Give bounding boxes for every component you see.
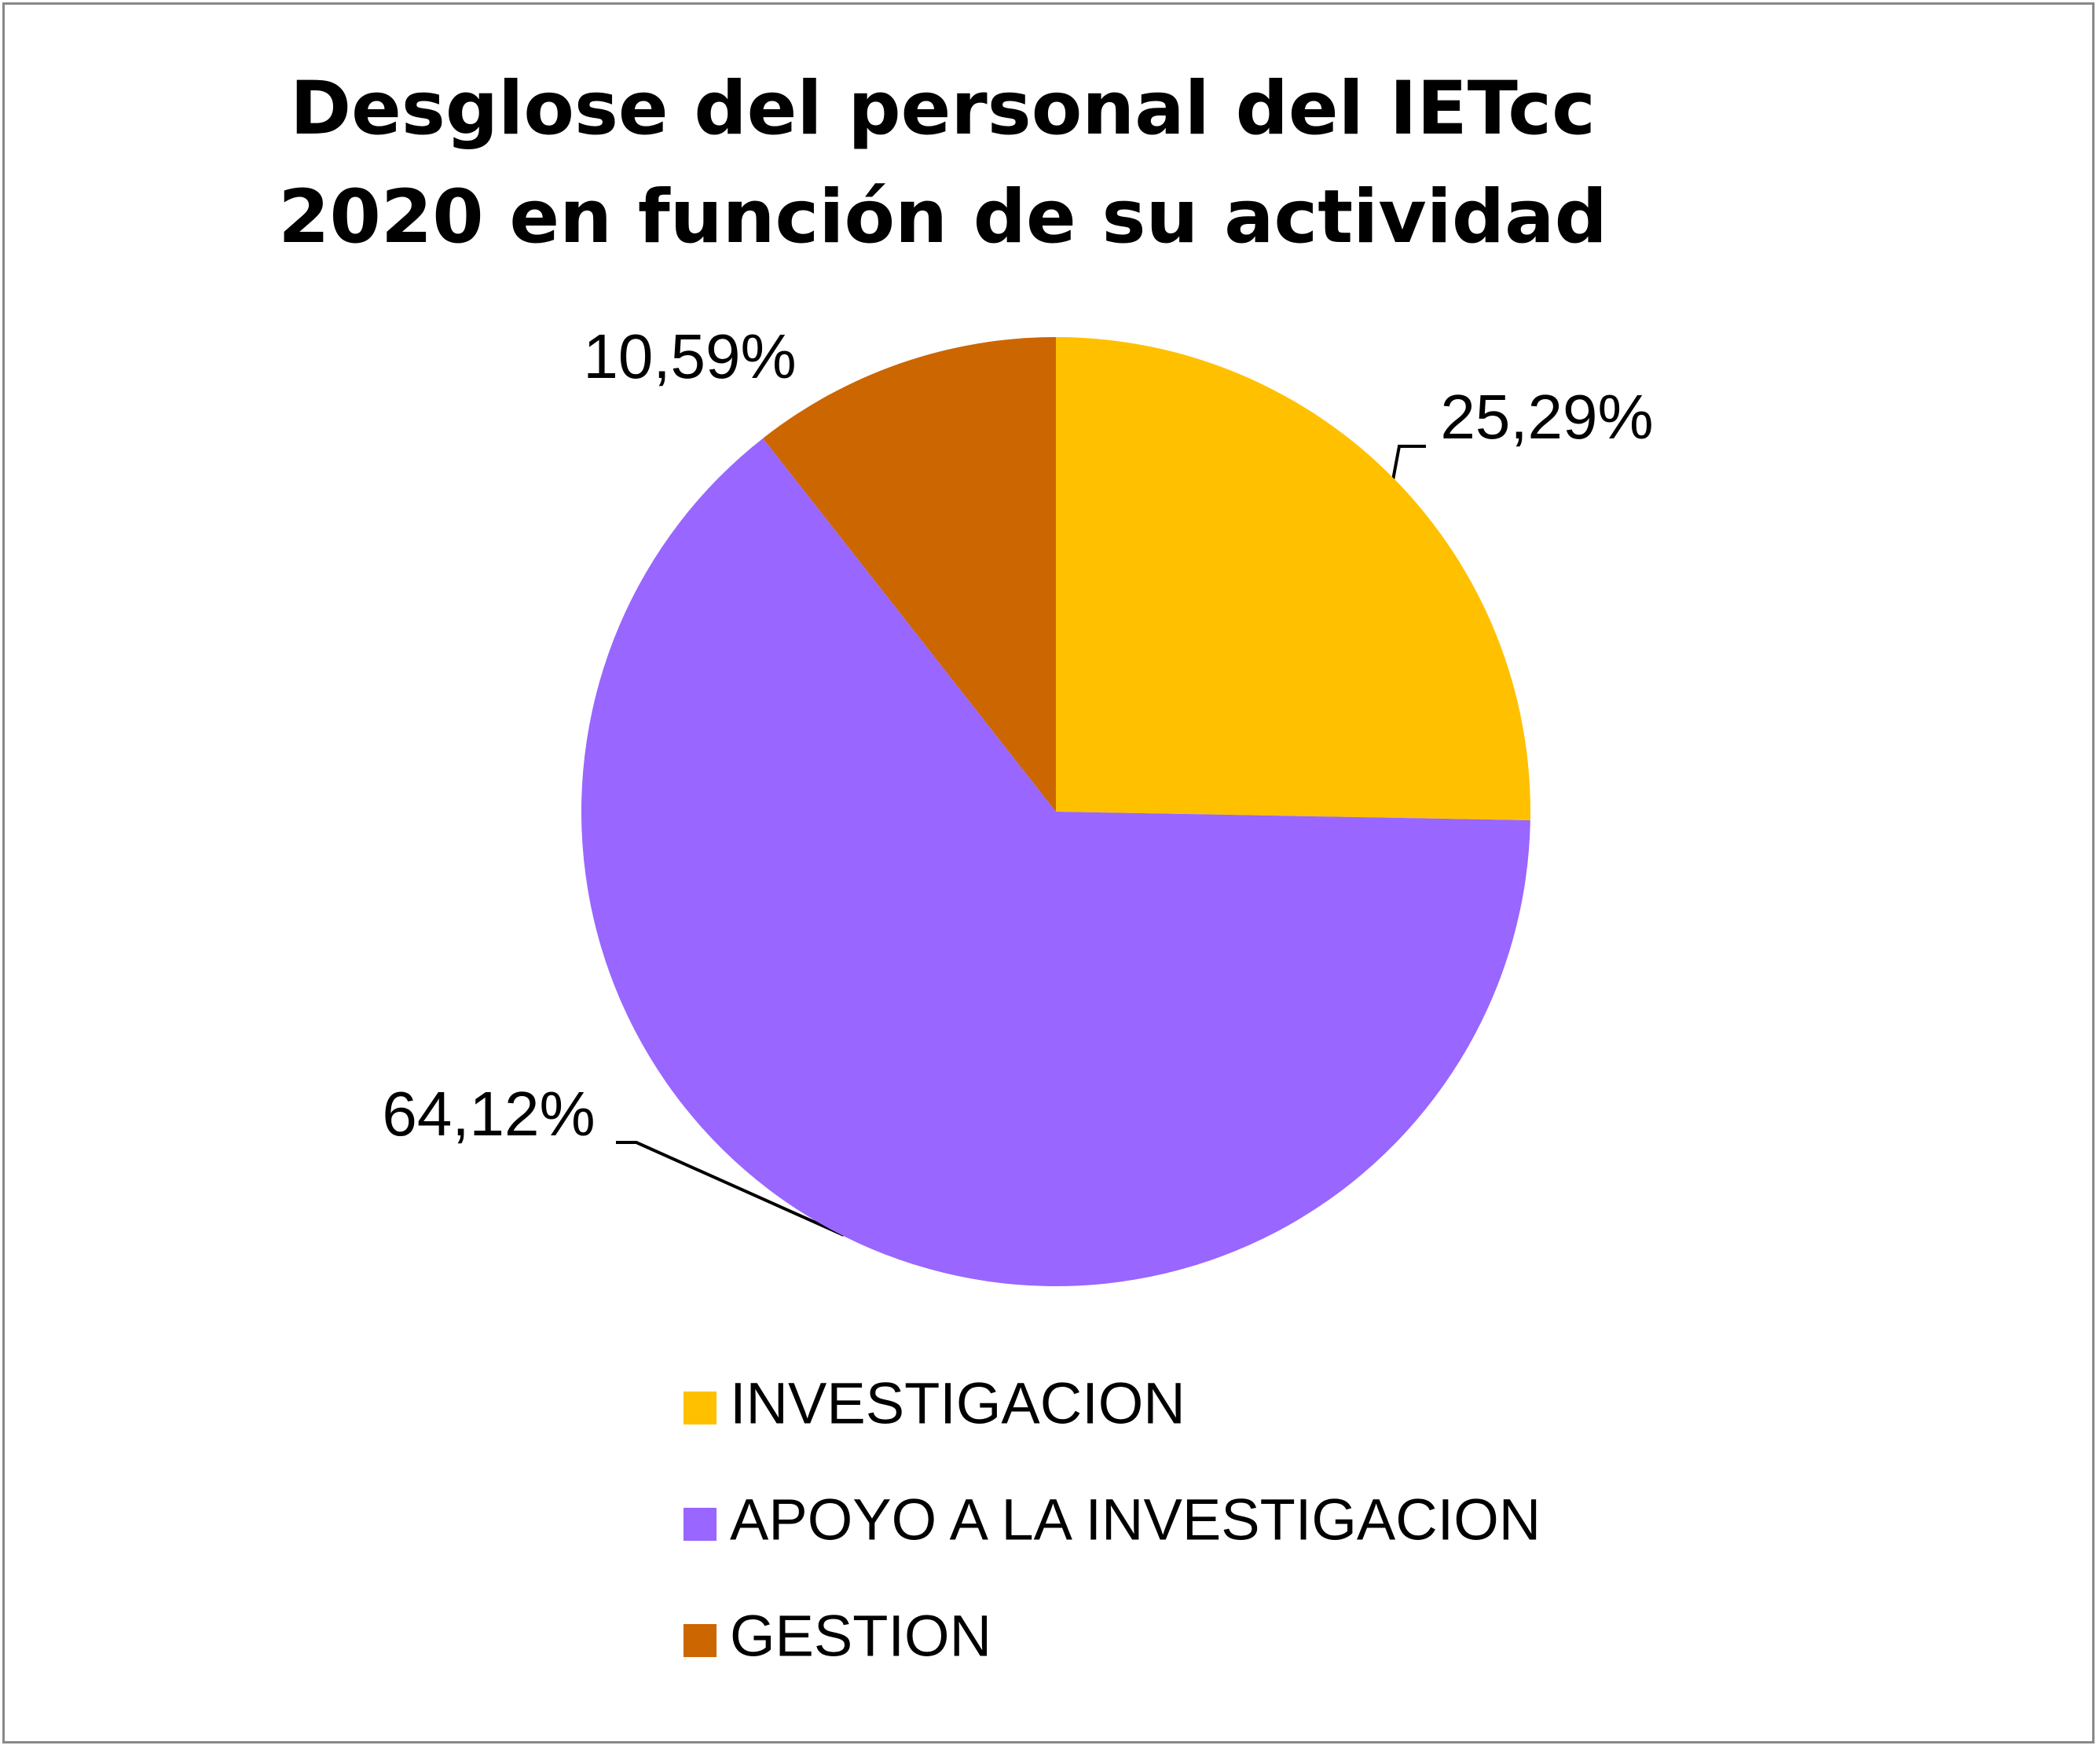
pie-slice: [581, 438, 1530, 1286]
pie-slice: [763, 337, 1056, 812]
pie-slice: [1056, 337, 1530, 821]
leader-line: [1391, 445, 1426, 481]
legend-swatch: [684, 1392, 716, 1424]
chart-title: Desglose del personal del IETcc 2020 en …: [278, 66, 1607, 260]
data-label: 10,59%: [583, 321, 796, 391]
legend-label: GESTION: [730, 1604, 991, 1669]
legend-swatch: [684, 1624, 716, 1657]
leader-line: [616, 1141, 845, 1237]
legend-label: APOYO A LA INVESTIGACION: [730, 1487, 1541, 1553]
legend-label: INVESTIGACION: [730, 1371, 1186, 1436]
data-label: 64,12%: [382, 1079, 595, 1149]
legend-swatch: [684, 1508, 716, 1541]
data-label: 25,29%: [1440, 382, 1653, 452]
